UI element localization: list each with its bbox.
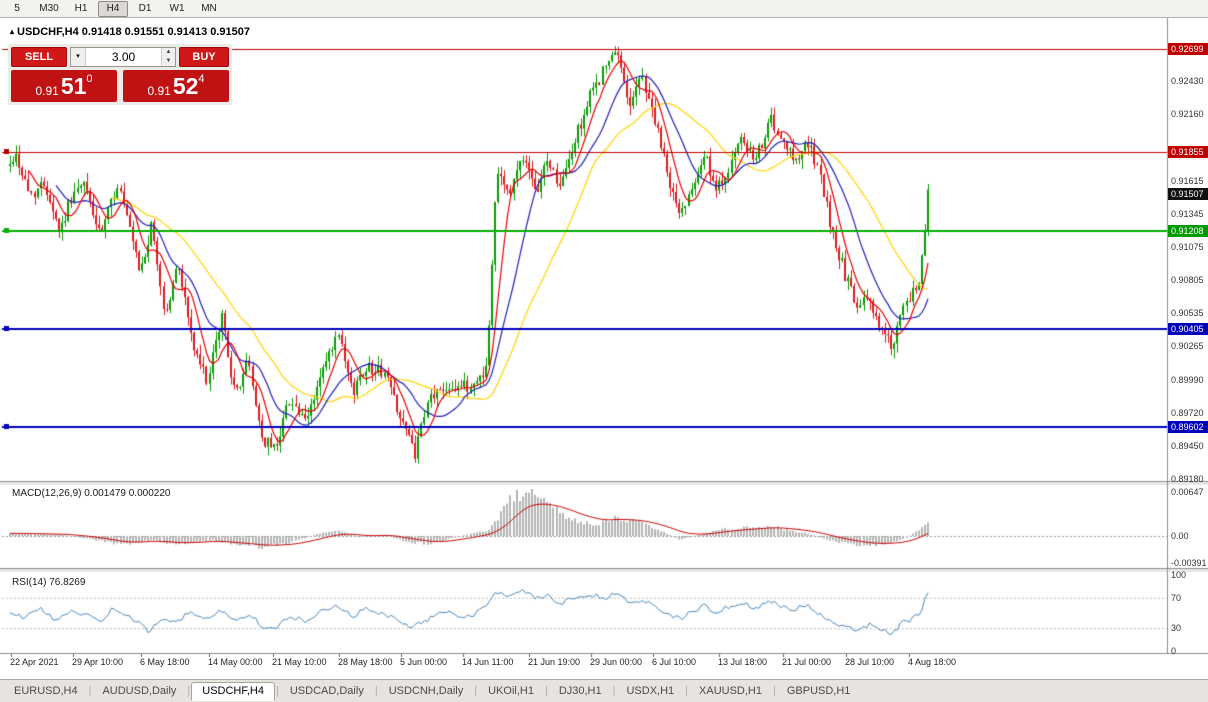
time-label: 14 May 00:00 <box>208 657 263 667</box>
chart-tab-ukoil-h1[interactable]: UKOil,H1 <box>488 685 534 697</box>
sell-price-sup: 0 <box>86 73 93 85</box>
tab-separator: | <box>187 685 191 697</box>
volume-control[interactable]: ▾ 3.00 ▲ ▼ <box>70 47 176 67</box>
tab-separator: | <box>544 685 548 697</box>
time-label: 28 May 18:00 <box>338 657 393 667</box>
buy-price-big: 52 <box>172 73 199 99</box>
timeframe-toolbar: 5 M30 H1 H4 D1 W1 MN <box>0 0 1208 18</box>
price-grid-label: 0.90805 <box>1171 274 1204 285</box>
one-click-trading-panel: SELL ▾ 3.00 ▲ ▼ BUY 0.91 51 0 0.91 52 4 <box>8 44 232 105</box>
chart-title: ▴ USDCHF,H4 0.91418 0.91551 0.91413 0.915… <box>10 26 250 38</box>
buy-price-base: 0.91 <box>147 84 171 98</box>
sell-button[interactable]: SELL <box>11 47 67 67</box>
chart-tab-usdx-h1[interactable]: USDX,H1 <box>626 685 675 697</box>
macd-axis-label: 0.00 <box>1171 531 1189 541</box>
chart-tab-usdcnh-daily[interactable]: USDCNH,Daily <box>388 685 464 697</box>
tab-separator: | <box>685 685 689 697</box>
volume-input[interactable]: 3.00 <box>111 50 136 64</box>
tab-separator: | <box>374 685 378 697</box>
macd-axis-label: -0.00391 <box>1171 557 1207 568</box>
chart-tab-usdchf-h4[interactable]: USDCHF,H4 <box>191 681 275 701</box>
rsi-axis-label: 100 <box>1171 570 1187 580</box>
time-label: 6 May 18:00 <box>140 657 190 667</box>
rsi-axis-label: 30 <box>1171 623 1182 634</box>
time-label: 4 Aug 18:00 <box>908 657 957 667</box>
time-label: 22 Apr 2021 <box>10 657 59 667</box>
buy-price-button[interactable]: 0.91 52 4 <box>123 70 229 102</box>
tab-separator: | <box>612 685 616 697</box>
time-label: 21 Jul 00:00 <box>782 657 832 667</box>
chart-tab-usdcad-daily[interactable]: USDCAD,Daily <box>289 685 364 697</box>
time-label: 29 Jun 00:00 <box>590 657 643 667</box>
time-label: 21 May 10:00 <box>272 657 327 667</box>
time-label: 5 Jun 00:00 <box>400 657 448 667</box>
price-badge: 0.91208 <box>1168 224 1208 237</box>
timeframe-button-d1[interactable]: D1 <box>138 2 152 14</box>
timeframe-button-m30[interactable]: M30 <box>39 2 59 14</box>
volume-up-button[interactable]: ▲ <box>162 48 175 57</box>
rsi-axis-label: 0 <box>1171 646 1177 656</box>
time-label: 14 Jun 11:00 <box>462 657 514 667</box>
sell-price-base: 0.91 <box>35 84 59 98</box>
time-label: 28 Jul 10:00 <box>845 657 895 667</box>
chart-tab-audusd-daily[interactable]: AUDUSD,Daily <box>102 685 177 697</box>
chart-title-text: USDCHF,H4 0.91418 0.91551 0.91413 0.9150… <box>17 26 251 38</box>
price-badge: 0.91507 <box>1168 188 1208 201</box>
tab-separator: | <box>88 685 92 697</box>
price-grid-label: 0.89720 <box>1171 407 1204 418</box>
volume-spinner: ▲ ▼ <box>161 48 175 66</box>
chart-tabs-bar: EURUSD,H4 | AUDUSD,Daily | USDCHF,H4 | USDCAD,… <box>0 679 1208 702</box>
price-axis[interactable]: 0.92430 0.92160 0.91615 0.91345 0.91075 0.908… <box>1168 0 1208 702</box>
price-grid-label: 0.89450 <box>1171 440 1204 451</box>
timeframe-button-h4[interactable]: H4 <box>98 0 128 17</box>
sell-price-button[interactable]: 0.91 51 0 <box>11 70 117 102</box>
price-grid-label: 0.91615 <box>1171 176 1204 187</box>
price-grid-label: 0.89990 <box>1171 374 1204 385</box>
trade-controls-row: SELL ▾ 3.00 ▲ ▼ BUY <box>11 47 229 67</box>
price-grid-label: 0.91345 <box>1171 209 1204 219</box>
price-badge: 0.89602 <box>1168 420 1208 433</box>
chart-tab-gbpusd-h1[interactable]: GBPUSD,H1 <box>786 685 851 697</box>
time-label: 21 Jun 19:00 <box>528 657 581 667</box>
macd-axis-label: 0.00647 <box>1171 487 1204 497</box>
volume-down-button[interactable]: ▼ <box>162 57 175 66</box>
rsi-axis-label: 70 <box>1171 592 1182 603</box>
price-grid-label: 0.92160 <box>1171 109 1204 120</box>
time-label: 6 Jul 10:00 <box>652 657 697 667</box>
price-grid-label: 0.92430 <box>1171 76 1204 87</box>
timeframe-button-h1[interactable]: H1 <box>74 2 88 14</box>
price-badge: 0.92699 <box>1168 42 1208 55</box>
time-label: 13 Jul 18:00 <box>718 657 768 667</box>
macd-label: MACD(12,26,9) 0.001479 0.000220 <box>12 488 171 499</box>
rsi-label: RSI(14) 76.8269 <box>12 577 86 588</box>
price-grid-label: 0.90265 <box>1171 340 1204 351</box>
price-grid-label: 0.90535 <box>1171 307 1204 318</box>
price-badge: 0.90405 <box>1168 322 1208 335</box>
timeframe-button-w1[interactable]: W1 <box>169 2 185 14</box>
chart-tab-xauusd-h1[interactable]: XAUUSD,H1 <box>699 685 762 697</box>
price-grid-label: 0.91075 <box>1171 242 1204 252</box>
price-grid-label: 0.89180 <box>1171 473 1204 484</box>
trade-prices-row: 0.91 51 0 0.91 52 4 <box>11 70 229 102</box>
chart-tab-eurusd-h4[interactable]: EURUSD,H4 <box>14 685 78 697</box>
tab-separator: | <box>474 685 478 697</box>
collapse-triangle-icon[interactable]: ▴ <box>10 27 15 36</box>
time-axis[interactable]: 22 Apr 2021 29 Apr 10:00 6 May 18:00 14 May… <box>0 657 1167 671</box>
sell-price-big: 51 <box>60 73 87 99</box>
price-badge: 0.91855 <box>1168 145 1208 158</box>
tab-separator: | <box>772 685 776 697</box>
chart-tab-dj30-h1[interactable]: DJ30,H1 <box>558 685 602 697</box>
buy-button[interactable]: BUY <box>179 47 229 67</box>
timeframe-button-mn[interactable]: MN <box>201 2 217 14</box>
timeframe-button-5[interactable]: 5 <box>14 2 20 14</box>
time-label: 29 Apr 10:00 <box>72 657 124 667</box>
volume-dropdown-icon[interactable]: ▾ <box>71 48 86 66</box>
tab-separator: | <box>276 685 279 697</box>
buy-price-sup: 4 <box>198 73 205 85</box>
